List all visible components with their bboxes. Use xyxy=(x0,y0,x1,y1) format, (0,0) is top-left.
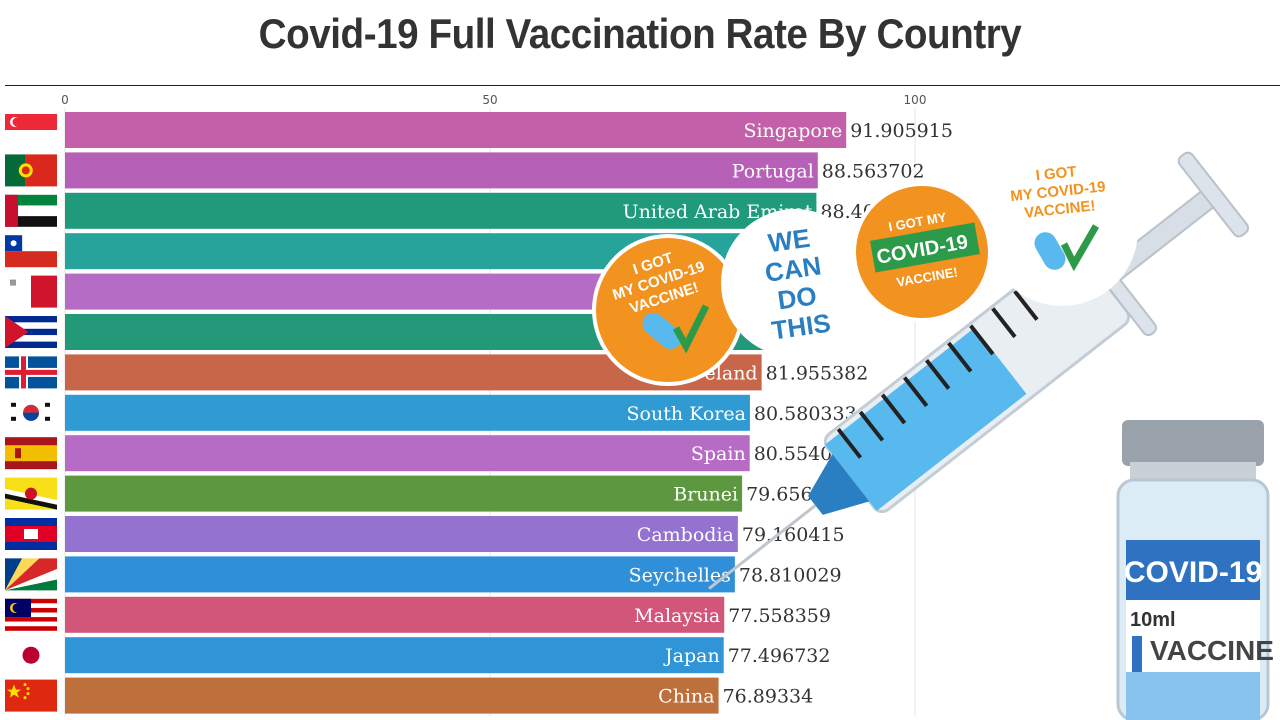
value-label: 76.89334 xyxy=(723,686,814,708)
japan-flag-icon xyxy=(5,639,57,672)
south-korea-flag-icon xyxy=(5,396,57,429)
bar-8 xyxy=(65,394,750,431)
bar-10 xyxy=(65,475,743,512)
vaccine-vial-icon: COVID-19 10ml VACCINE xyxy=(1116,420,1274,720)
bar-label: Japan xyxy=(663,645,720,667)
bar-label: South Korea xyxy=(627,403,746,425)
spain-flag-icon xyxy=(5,437,57,470)
check-icon xyxy=(672,304,710,354)
bandage-icon xyxy=(1034,232,1066,270)
bar-label: Malaysia xyxy=(634,605,720,627)
seychelles-flag-icon xyxy=(5,558,57,591)
flags xyxy=(5,114,57,712)
brunei-flag-icon xyxy=(5,477,57,510)
x-tick-label: 50 xyxy=(482,93,497,107)
svg-text:I GOT: I GOT xyxy=(1035,163,1077,184)
bar-11 xyxy=(65,516,738,552)
value-label: 88.563702 xyxy=(822,160,925,182)
bar-15 xyxy=(65,677,719,714)
title-divider xyxy=(5,85,1280,86)
malaysia-flag-icon xyxy=(5,598,57,631)
axis-ticks: 0 50 100 xyxy=(61,93,926,107)
bar-2 xyxy=(65,152,818,189)
value-label: 77.558359 xyxy=(728,605,831,627)
bar-9 xyxy=(65,435,750,472)
svg-text:WE: WE xyxy=(766,223,812,259)
singapore-flag-icon xyxy=(5,114,57,146)
value-label: 80.580333 xyxy=(754,403,857,425)
value-label: 77.496732 xyxy=(728,645,831,667)
chile-flag-icon xyxy=(5,235,57,268)
bar-label: Spain xyxy=(691,443,746,465)
value-label: 81.955382 xyxy=(766,362,869,384)
portugal-flag-icon xyxy=(5,154,57,187)
iceland-flag-icon xyxy=(5,356,57,389)
svg-text:DO: DO xyxy=(776,280,819,315)
x-tick-label: 100 xyxy=(904,93,927,107)
bandage-icon xyxy=(642,312,682,350)
malta-flag-icon xyxy=(5,275,57,308)
value-label: 88.40 xyxy=(820,201,874,223)
value-label: 91.905915 xyxy=(850,120,953,142)
value-label: 78.810029 xyxy=(739,564,842,586)
uae-flag-icon xyxy=(5,194,57,227)
vial-caption: VACCINE xyxy=(1150,635,1274,666)
bar-label: eland xyxy=(705,362,758,384)
bar-14 xyxy=(65,637,724,674)
check-icon xyxy=(1060,224,1100,272)
bar-12 xyxy=(65,556,735,593)
bar-label: Singapore xyxy=(743,120,842,142)
china-flag-icon xyxy=(5,679,57,712)
bar-label: Seychelles xyxy=(629,564,731,586)
bar-label: Brunei xyxy=(673,484,738,506)
bar-1 xyxy=(65,112,847,148)
bar-label: Portugal xyxy=(732,160,814,182)
bar-label: China xyxy=(658,686,714,708)
vial-volume: 10ml xyxy=(1130,609,1176,631)
bar-3 xyxy=(65,192,817,229)
x-tick-label: 0 xyxy=(61,93,69,107)
vial-label: COVID-19 xyxy=(1124,556,1262,589)
bar-13 xyxy=(65,596,725,633)
value-label: 79.160415 xyxy=(742,524,845,546)
bar-label: Cambodia xyxy=(637,524,734,546)
page-title: Covid-19 Full Vaccination Rate By Countr… xyxy=(258,10,1022,57)
cambodia-flag-icon xyxy=(5,518,57,550)
cuba-flag-icon xyxy=(5,316,57,348)
